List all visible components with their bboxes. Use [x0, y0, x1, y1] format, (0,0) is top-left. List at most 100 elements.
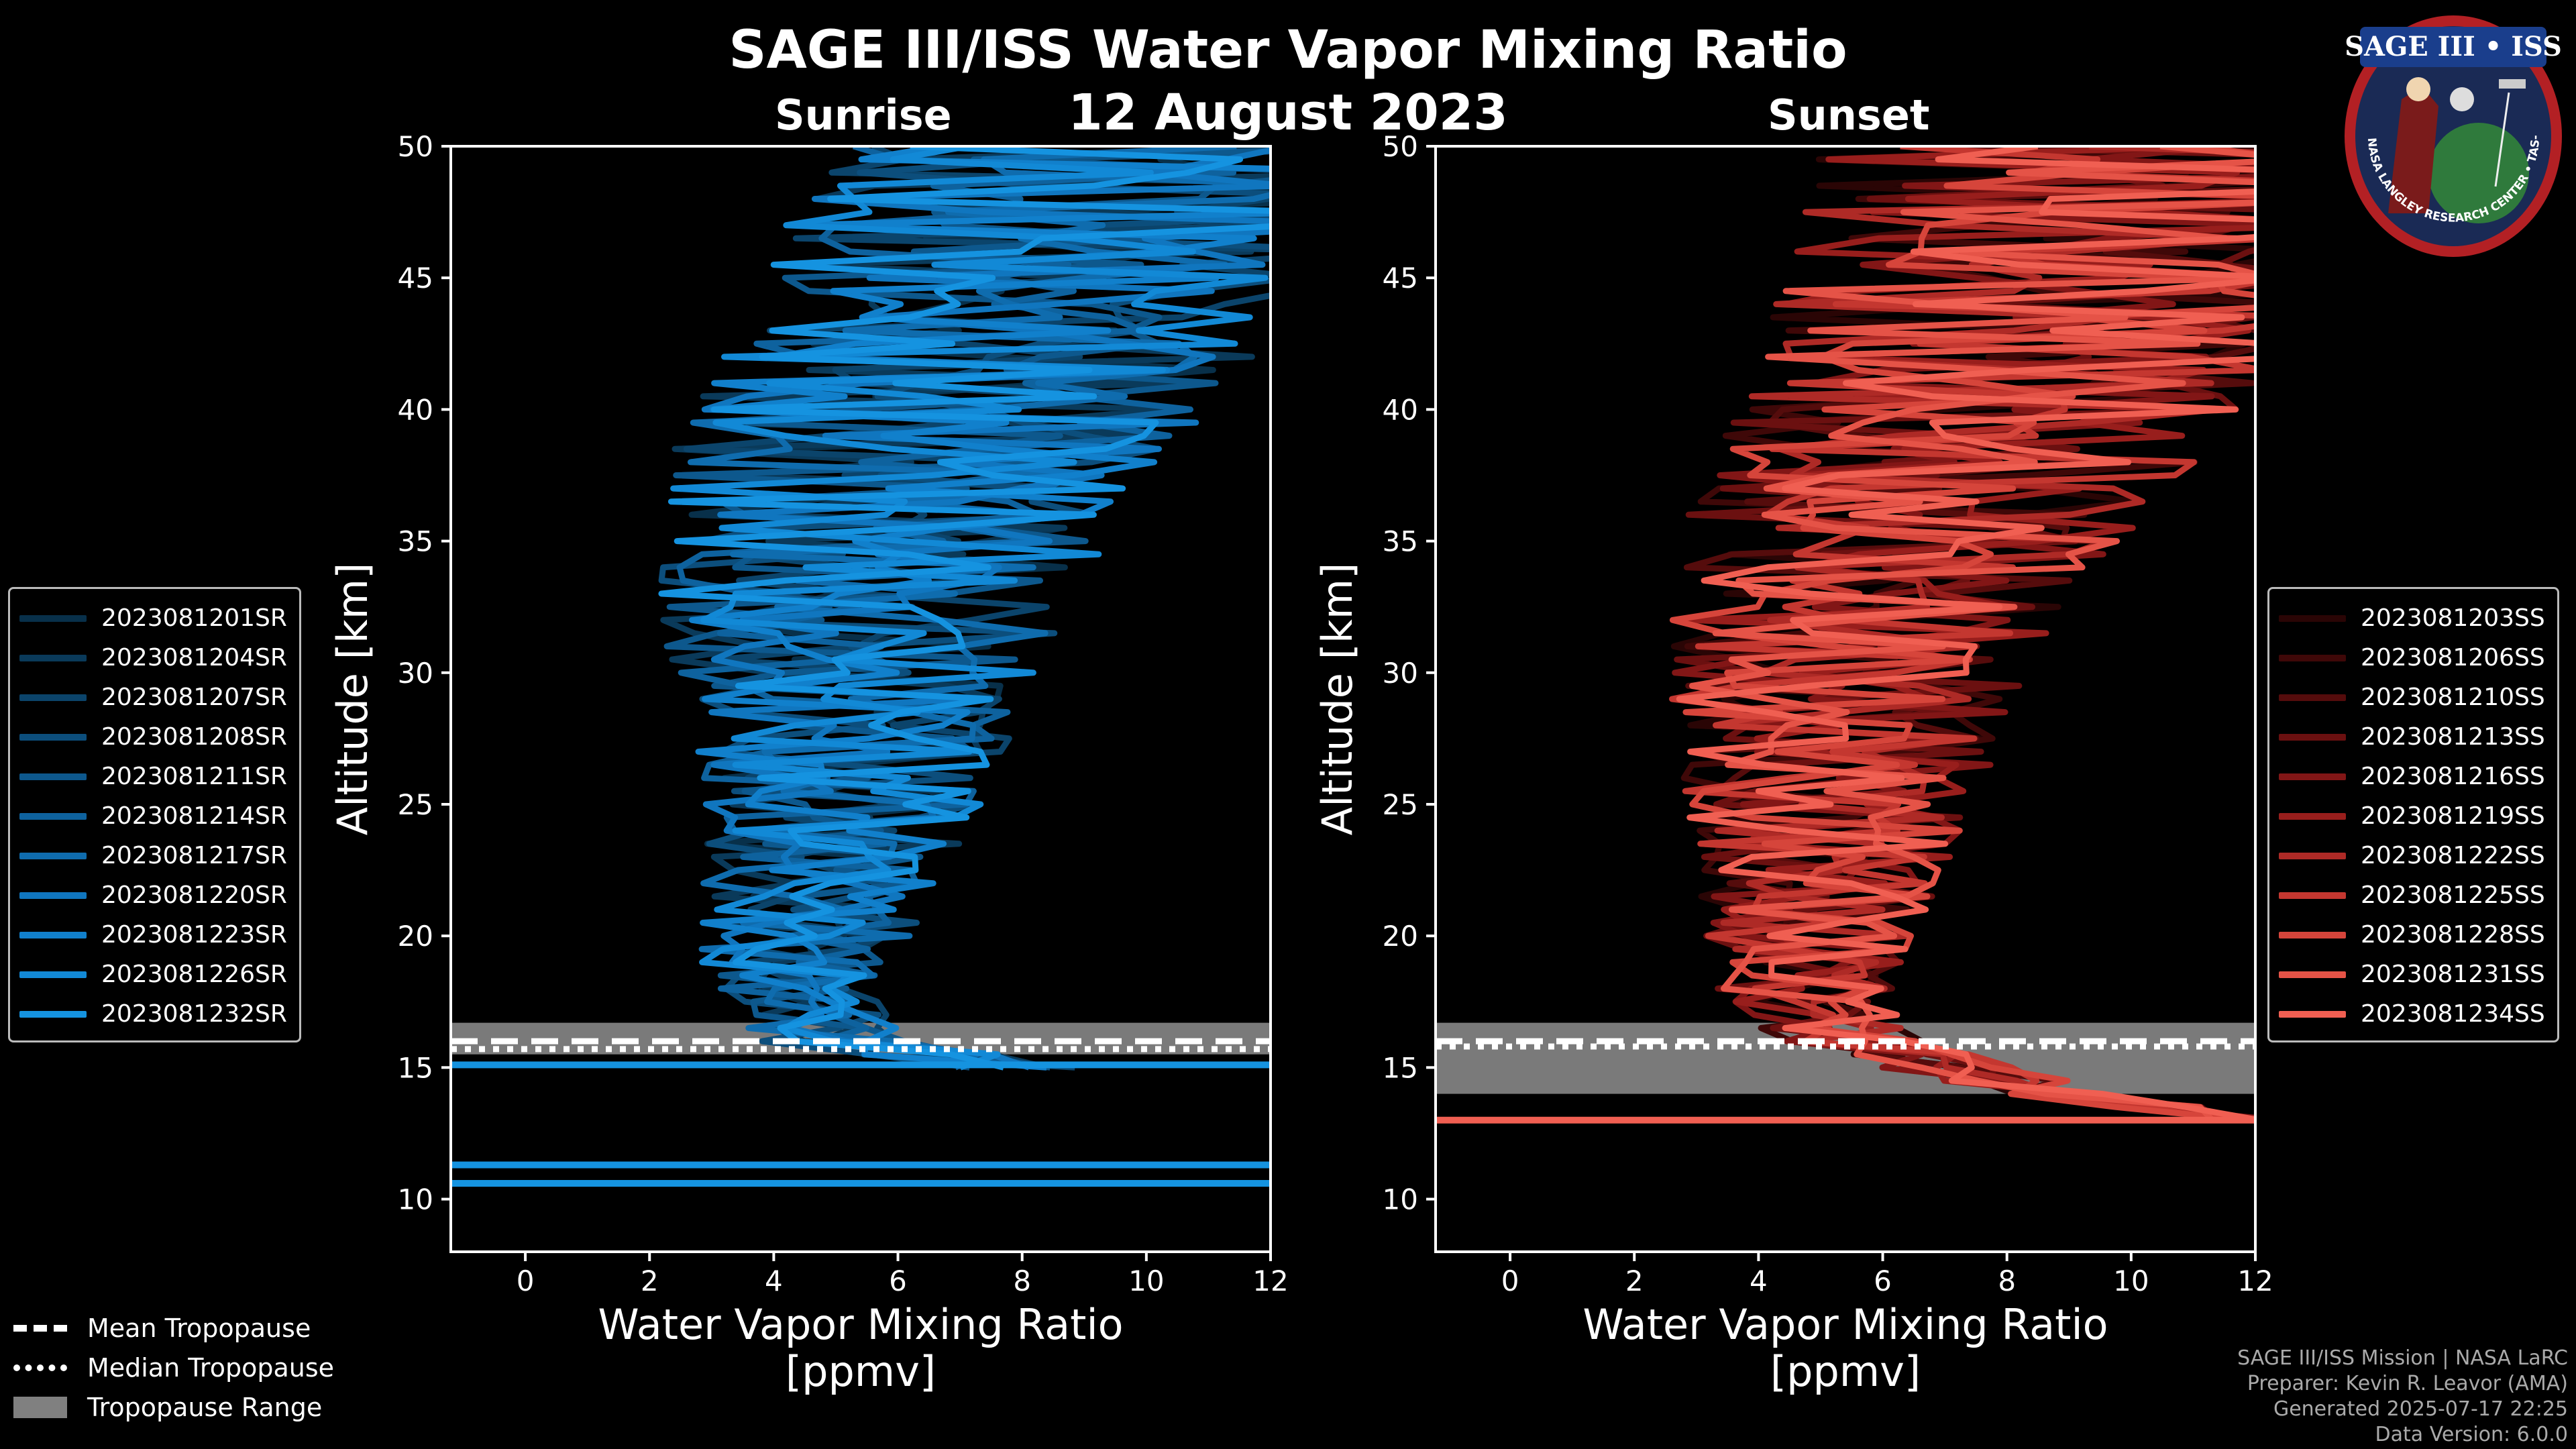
legend-swatch	[2279, 654, 2346, 661]
legend-label: 2023081210SS	[2361, 684, 2545, 711]
legend-item: 2023081217SR	[19, 836, 287, 875]
logo-beam	[2494, 92, 2510, 187]
legend-swatch	[19, 812, 87, 820]
x-axis-label: Water Vapor Mixing Ratio	[598, 1300, 1123, 1349]
dotted-line-swatch	[13, 1364, 67, 1371]
legend-tropopause-range: Tropopause Range	[13, 1387, 334, 1427]
legend-label: 2023081211SR	[101, 763, 287, 790]
legend-swatch	[19, 654, 87, 661]
x-tick-label: 0	[1501, 1265, 1519, 1297]
legend-swatch	[19, 852, 87, 859]
legend-swatch	[2279, 892, 2346, 899]
legend-label: 2023081226SR	[101, 961, 287, 988]
legend-label: 2023081231SS	[2361, 961, 2545, 988]
legend-label: 2023081222SS	[2361, 842, 2545, 869]
x-tick-label: 10	[2113, 1265, 2149, 1297]
legend-item: 2023081213SS	[2279, 717, 2545, 757]
x-tick-label: 12	[2237, 1265, 2273, 1297]
y-tick-label: 20	[398, 920, 433, 953]
y-tick-label: 40	[1383, 393, 1418, 426]
y-tick-label: 25	[1383, 788, 1418, 821]
logo-figure-head	[2406, 77, 2430, 101]
legend-label: 2023081216SS	[2361, 763, 2545, 790]
legend-label: 2023081234SS	[2361, 1000, 2545, 1028]
legend-item: 2023081220SR	[19, 875, 287, 915]
legend-label: Mean Tropopause	[87, 1313, 311, 1343]
footer-preparer: Preparer: Kevin R. Leavor (AMA)	[2247, 1372, 2568, 1395]
legend-swatch	[2279, 931, 2346, 938]
y-tick-label: 45	[398, 262, 433, 294]
legend-item: 2023081211SR	[19, 757, 287, 796]
footer-credits: SAGE III/ISS Mission | NASA LaRC Prepare…	[2237, 1346, 2568, 1448]
y-tick-label: 50	[1383, 130, 1418, 163]
logo-banner	[2360, 27, 2546, 67]
legend-item: 2023081219SS	[2279, 796, 2545, 836]
x-axis-label: Water Vapor Mixing Ratio	[1582, 1300, 2108, 1349]
profile-series-2023081223SR	[689, 146, 1271, 1071]
y-axis-label: Altitude [km]	[328, 563, 377, 836]
sunrise-panel-title: Sunrise	[775, 91, 952, 140]
legend-item: 2023081216SS	[2279, 757, 2545, 796]
y-tick-label: 45	[1383, 262, 1418, 294]
legend-swatch	[19, 931, 87, 938]
legend-swatch	[2279, 1010, 2346, 1018]
logo-station	[2499, 79, 2526, 89]
logo-text: SAGE III • ISS	[2345, 31, 2562, 62]
sunset-panel-title: Sunset	[1768, 91, 1930, 140]
legend-item: 2023081232SR	[19, 994, 287, 1034]
legend-swatch	[19, 733, 87, 741]
y-axis-label: Altitude [km]	[1313, 563, 1362, 836]
legend-label: 2023081225SS	[2361, 881, 2545, 909]
legend-label: Tropopause Range	[87, 1392, 323, 1422]
x-tick-label: 4	[1750, 1265, 1768, 1297]
legend-item: 2023081231SS	[2279, 955, 2545, 994]
plot-frame	[449, 145, 1272, 1253]
legend-item: 2023081204SR	[19, 638, 287, 678]
y-tick-label: 35	[398, 525, 433, 558]
logo-earth	[2428, 123, 2529, 223]
dashed-line-swatch	[13, 1324, 67, 1332]
y-tick-label: 15	[1383, 1051, 1418, 1084]
footer-version: Data Version: 6.0.0	[2375, 1423, 2568, 1446]
legend-swatch	[2279, 733, 2346, 741]
x-tick-label: 8	[1013, 1265, 1031, 1297]
y-tick-label: 40	[398, 393, 433, 426]
logo-figure	[2388, 86, 2438, 213]
legend-swatch	[2279, 614, 2346, 622]
legend-label: 2023081219SS	[2361, 802, 2545, 830]
legend-swatch	[19, 694, 87, 701]
x-axis-label: [ppmv]	[786, 1347, 936, 1396]
legend-item: 2023081222SS	[2279, 836, 2545, 875]
x-tick-label: 12	[1252, 1265, 1288, 1297]
y-tick-label: 30	[1383, 657, 1418, 690]
sunrise-legend: 2023081201SR 2023081204SR 2023081207SR 2023…	[8, 587, 301, 1042]
sunset-legend: 2023081203SS 2023081206SS 2023081210SS 2023…	[2267, 587, 2559, 1042]
profile-series-2023081226SR	[670, 146, 1269, 1071]
legend-label: 2023081223SR	[101, 921, 287, 949]
legend-item: 2023081214SR	[19, 796, 287, 836]
x-tick-label: 2	[641, 1265, 659, 1297]
y-tick-label: 25	[398, 788, 433, 821]
profile-series-2023081232SR	[658, 146, 1271, 1071]
legend-label: 2023081217SR	[101, 842, 287, 869]
chart-main-title: SAGE III/ISS Water Vapor Mixing Ratio	[729, 20, 1847, 80]
legend-item: 2023081206SS	[2279, 638, 2545, 678]
legend-label: 2023081203SS	[2361, 604, 2545, 632]
legend-swatch	[19, 614, 87, 622]
x-tick-label: 2	[1625, 1265, 1644, 1297]
legend-item: 2023081226SR	[19, 955, 287, 994]
y-tick-label: 15	[398, 1051, 433, 1084]
legend-label: 2023081220SR	[101, 881, 287, 909]
legend-item: 2023081225SS	[2279, 875, 2545, 915]
x-tick-label: 10	[1128, 1265, 1164, 1297]
legend-swatch	[2279, 812, 2346, 820]
legend-label: 2023081232SR	[101, 1000, 287, 1028]
legend-swatch	[19, 892, 87, 899]
y-tick-label: 10	[1383, 1183, 1418, 1216]
x-tick-label: 6	[1874, 1265, 1892, 1297]
y-tick-label: 30	[398, 657, 433, 690]
legend-label: 2023081214SR	[101, 802, 287, 830]
profile-series-2023081234SS	[1676, 146, 2255, 1123]
legend-label: 2023081208SR	[101, 723, 287, 751]
legend-label: 2023081204SR	[101, 644, 287, 672]
